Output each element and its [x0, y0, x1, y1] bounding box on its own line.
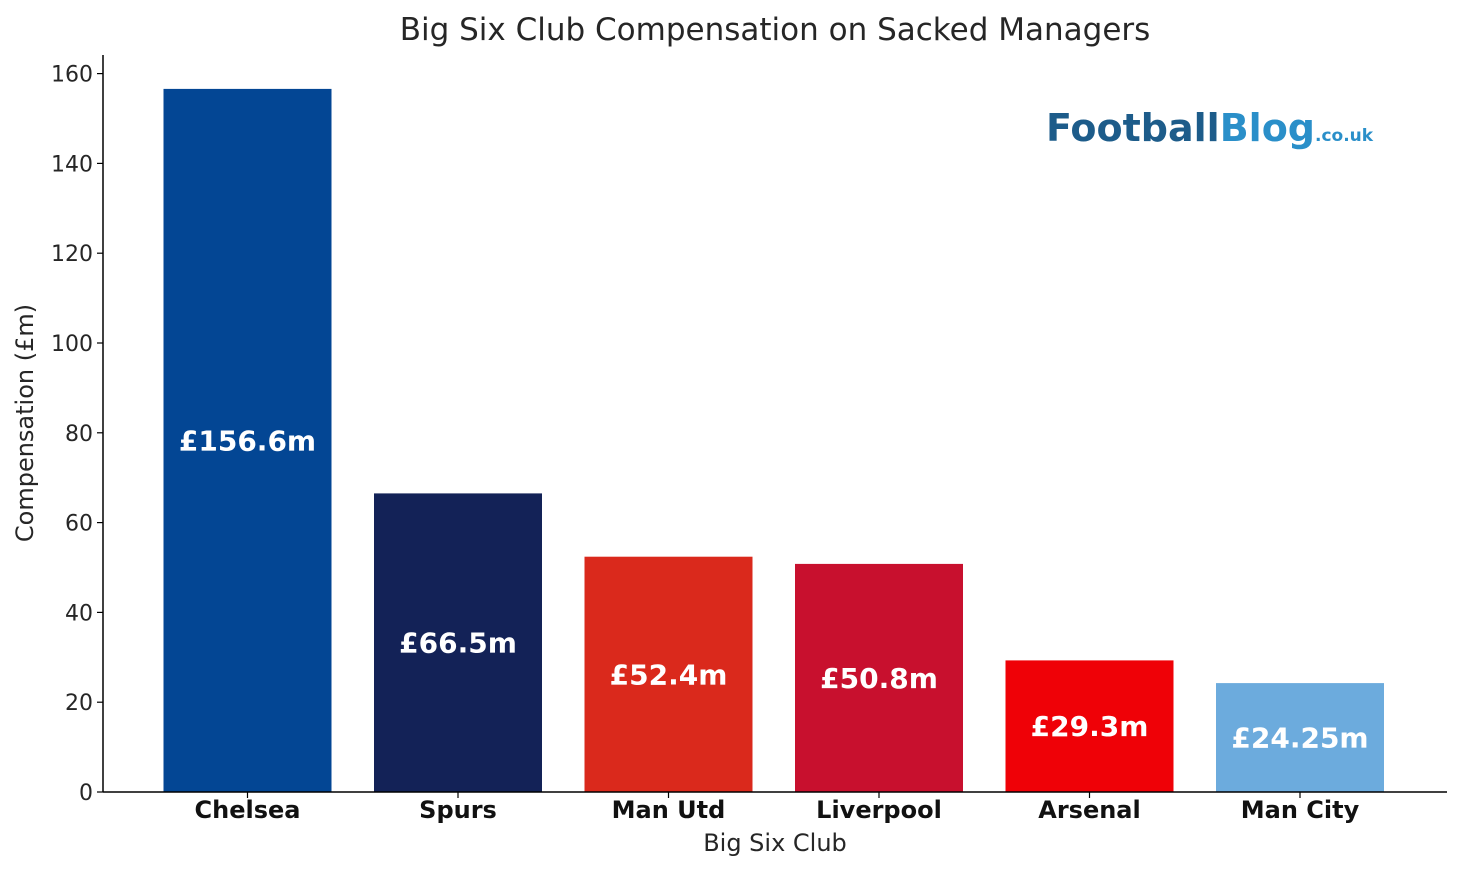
logo-suffix-text: .co.uk	[1315, 126, 1374, 146]
bar-liverpool	[795, 563, 963, 792]
bar-arsenal	[1005, 660, 1174, 792]
x-tick-label: Arsenal	[1038, 796, 1140, 824]
y-axis: 0 20 40 60 80 100 120 140 160	[51, 55, 104, 806]
y-tick-label: 100	[51, 332, 93, 357]
bar-value-label: £29.3m	[1031, 710, 1149, 743]
y-tick-label: 20	[65, 691, 93, 716]
y-tick-label: 40	[65, 601, 93, 626]
y-axis-label: Compensation (£m)	[11, 304, 39, 542]
bar-value-label: £52.4m	[610, 658, 728, 691]
x-tick-label: Liverpool	[816, 796, 942, 824]
x-tick-label: Chelsea	[195, 796, 301, 824]
bar-man-city	[1216, 683, 1384, 792]
y-tick-label: 140	[51, 152, 93, 177]
x-tick-label: Man City	[1241, 796, 1360, 824]
bar-value-label: £156.6m	[179, 424, 316, 457]
bar-man-utd	[584, 556, 753, 792]
x-axis: Chelsea Spurs Man Utd Liverpool Arsenal Man C…	[103, 791, 1447, 824]
chart-title: Big Six Club Compensation on Sacked Mana…	[400, 12, 1151, 48]
bars-group	[163, 88, 1384, 792]
bar-value-label: £50.8m	[820, 662, 938, 695]
logo-main-text: Football	[1046, 106, 1220, 150]
y-tick-label: 120	[51, 242, 93, 267]
bar-chelsea	[163, 88, 332, 792]
y-tick-label: 0	[79, 781, 93, 806]
logo-accent-text: Blog	[1220, 106, 1315, 150]
svg-text:FootballBlog.co.uk: FootballBlog.co.uk	[1046, 106, 1374, 150]
bar-labels-group: £156.6m £66.5m £52.4m £50.8m £29.3m £24.25m	[179, 424, 1369, 754]
bar-value-label: £24.25m	[1231, 722, 1368, 755]
y-tick-label: 80	[65, 422, 93, 447]
y-tick-label: 60	[65, 512, 93, 537]
x-tick-label: Spurs	[419, 796, 497, 824]
bar-value-label: £66.5m	[399, 627, 517, 660]
bar-spurs	[374, 493, 542, 792]
y-tick-label: 160	[51, 63, 93, 88]
footballblog-logo: FootballBlog.co.uk	[1046, 106, 1374, 150]
x-axis-label: Big Six Club	[703, 829, 847, 857]
x-tick-label: Man Utd	[612, 796, 726, 824]
